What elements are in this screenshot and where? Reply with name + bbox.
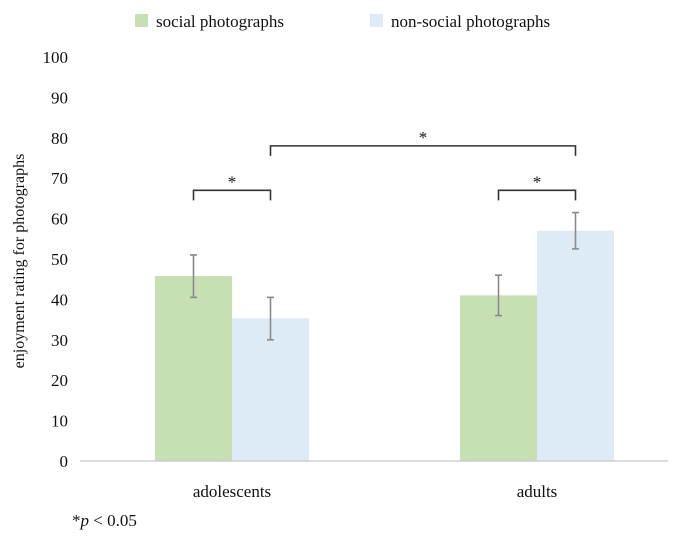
y-tick-label: 20 bbox=[51, 371, 68, 390]
x-axis-categories: adolescents adults bbox=[193, 482, 557, 501]
error-bars bbox=[190, 211, 579, 341]
y-tick-label: 0 bbox=[60, 452, 69, 471]
bars bbox=[155, 230, 614, 461]
y-tick-label: 100 bbox=[43, 48, 69, 67]
significance-star: * bbox=[228, 172, 237, 191]
y-axis-label: enjoyment rating for photographs bbox=[11, 154, 28, 369]
y-tick-label: 40 bbox=[51, 290, 68, 309]
footnote-prefix: * bbox=[72, 511, 81, 530]
bar-social-adults bbox=[460, 295, 537, 461]
legend-label-non-social: non-social photographs bbox=[391, 12, 550, 31]
legend: social photographs non-social photograph… bbox=[135, 12, 550, 31]
significance-brackets: * * * bbox=[192, 128, 577, 201]
significance-star: * bbox=[419, 128, 428, 147]
y-tick-label: 70 bbox=[51, 169, 68, 188]
y-tick-label: 10 bbox=[51, 412, 68, 431]
y-tick-label: 60 bbox=[51, 210, 68, 229]
legend-label-social: social photographs bbox=[156, 12, 284, 31]
footnote: *p < 0.05 bbox=[72, 511, 137, 530]
legend-swatch-non-social bbox=[370, 14, 383, 27]
significance-bracket bbox=[192, 189, 272, 201]
bar-non-social-adults bbox=[537, 230, 614, 461]
footnote-italic: p bbox=[80, 511, 90, 530]
x-category-label: adults bbox=[517, 482, 558, 501]
y-tick-label: 80 bbox=[51, 129, 68, 148]
significance-bracket bbox=[497, 189, 577, 201]
y-tick-label: 50 bbox=[51, 250, 68, 269]
bar-non-social-adolescents bbox=[232, 318, 309, 461]
footnote-rest: < 0.05 bbox=[89, 511, 137, 530]
significance-bracket bbox=[269, 145, 577, 156]
y-axis-ticks: 0 10 20 30 40 50 60 70 80 90 100 bbox=[43, 48, 69, 471]
y-tick-label: 30 bbox=[51, 331, 68, 350]
legend-swatch-social bbox=[135, 14, 148, 27]
bar-social-adolescents bbox=[155, 275, 232, 461]
x-category-label: adolescents bbox=[193, 482, 271, 501]
y-tick-label: 90 bbox=[51, 88, 68, 107]
significance-star: * bbox=[533, 172, 542, 191]
